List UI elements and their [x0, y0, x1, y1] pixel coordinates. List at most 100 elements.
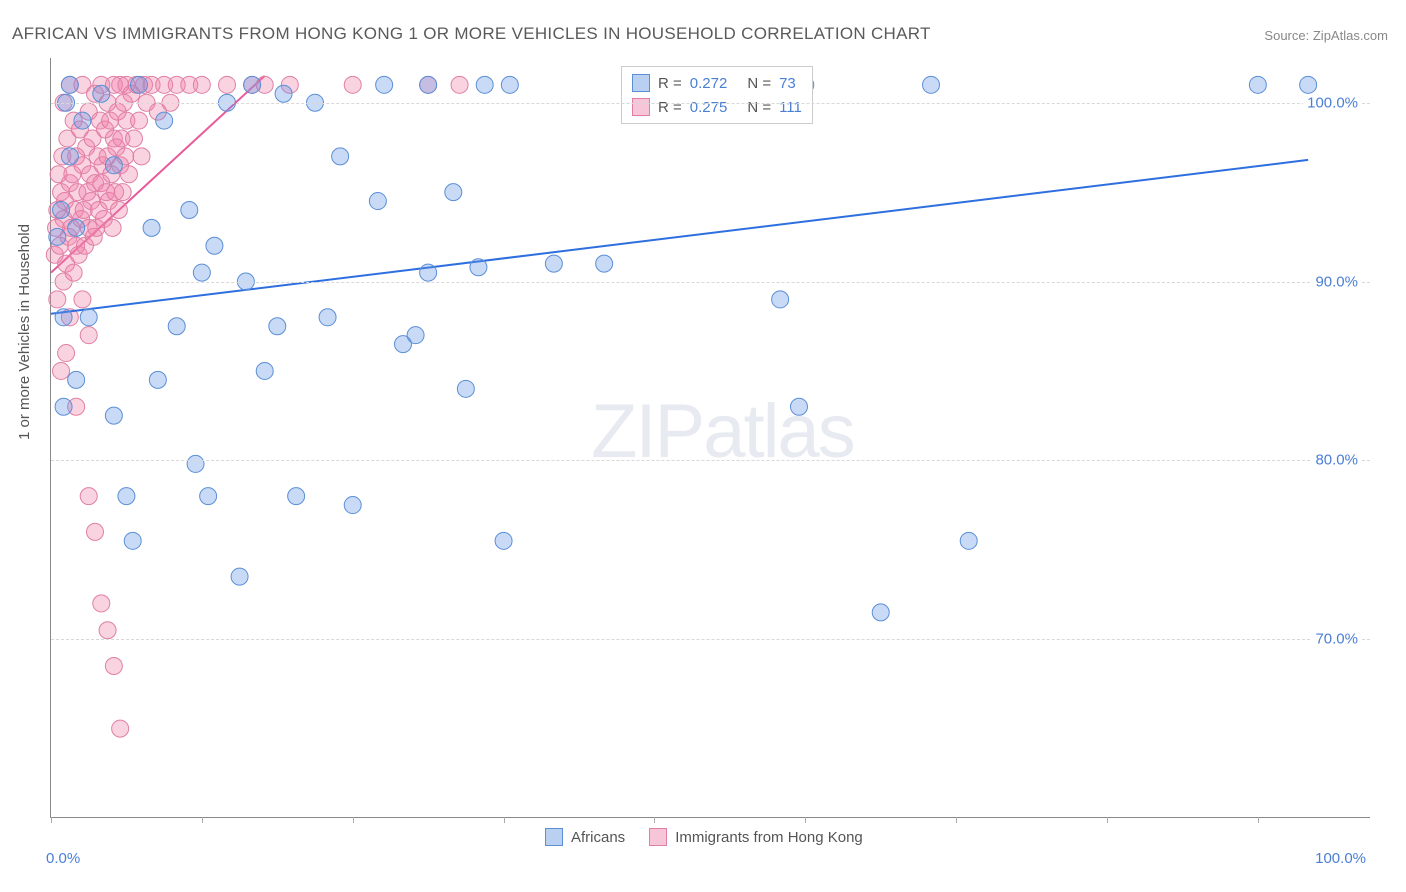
data-point	[545, 255, 562, 272]
data-point	[74, 112, 91, 129]
x-axis-max-label: 100.0%	[1315, 850, 1366, 867]
data-point	[58, 345, 75, 362]
data-point	[288, 488, 305, 505]
data-point	[65, 264, 82, 281]
data-point	[445, 184, 462, 201]
x-tick	[51, 817, 52, 823]
data-point	[55, 309, 72, 326]
data-point	[1300, 76, 1317, 93]
data-point	[80, 488, 97, 505]
data-point	[772, 291, 789, 308]
data-point	[495, 532, 512, 549]
y-tick-label: 100.0%	[1303, 94, 1362, 111]
data-point	[55, 398, 72, 415]
data-point	[112, 720, 129, 737]
data-point	[61, 148, 78, 165]
data-point	[68, 371, 85, 388]
data-point	[49, 291, 66, 308]
data-point	[457, 380, 474, 397]
y-tick-label: 80.0%	[1311, 452, 1362, 469]
data-point	[104, 219, 121, 236]
data-point	[80, 309, 97, 326]
data-point	[124, 532, 141, 549]
data-point	[256, 362, 273, 379]
data-point	[53, 362, 70, 379]
scatter-svg	[51, 58, 1370, 817]
gridline	[51, 639, 1370, 640]
data-point	[105, 157, 122, 174]
data-point	[451, 76, 468, 93]
legend-swatch	[545, 828, 563, 846]
source-attribution: Source: ZipAtlas.com	[1264, 28, 1388, 43]
data-point	[420, 76, 437, 93]
data-point	[1249, 76, 1266, 93]
x-tick	[654, 817, 655, 823]
data-point	[156, 112, 173, 129]
data-point	[149, 371, 166, 388]
data-point	[193, 264, 210, 281]
data-point	[369, 193, 386, 210]
data-point	[376, 76, 393, 93]
data-point	[61, 76, 78, 93]
data-point	[231, 568, 248, 585]
data-point	[80, 327, 97, 344]
data-point	[244, 76, 261, 93]
data-point	[923, 76, 940, 93]
data-point	[168, 318, 185, 335]
data-point	[143, 219, 160, 236]
n-label: N =	[747, 75, 771, 92]
chart-plot-area: ZIPatlas R =0.272N =73R =0.275N =111 70.…	[50, 58, 1370, 818]
y-tick-label: 90.0%	[1311, 273, 1362, 290]
y-axis-title: 1 or more Vehicles in Household	[16, 224, 33, 440]
x-tick	[1107, 817, 1108, 823]
data-point	[219, 76, 236, 93]
data-point	[49, 228, 66, 245]
data-point	[791, 398, 808, 415]
gridline	[51, 103, 1370, 104]
data-point	[93, 85, 110, 102]
legend-item: Immigrants from Hong Kong	[649, 828, 863, 846]
data-point	[125, 130, 142, 147]
data-point	[344, 497, 361, 514]
x-tick	[504, 817, 505, 823]
trend-line	[51, 160, 1308, 314]
x-tick	[956, 817, 957, 823]
n-value: 73	[779, 75, 796, 92]
data-point	[960, 532, 977, 549]
data-point	[200, 488, 217, 505]
data-point	[269, 318, 286, 335]
r-value: 0.272	[690, 75, 728, 92]
data-point	[501, 76, 518, 93]
data-point	[319, 309, 336, 326]
r-label: R =	[658, 75, 682, 92]
legend-swatch	[632, 98, 650, 116]
correlation-legend: R = 0.272 N = 73 R =0.275N =111	[621, 66, 813, 124]
data-point	[114, 184, 131, 201]
x-axis-min-label: 0.0%	[46, 850, 80, 867]
legend-row: R = 0.272 N = 73	[632, 71, 802, 95]
gridline	[51, 282, 1370, 283]
legend-row: R =0.275N =111	[632, 95, 802, 119]
data-point	[53, 202, 70, 219]
data-point	[110, 202, 127, 219]
data-point	[74, 291, 91, 308]
legend-swatch	[649, 828, 667, 846]
data-point	[206, 237, 223, 254]
data-point	[93, 595, 110, 612]
data-point	[344, 76, 361, 93]
data-point	[332, 148, 349, 165]
data-point	[181, 202, 198, 219]
data-point	[187, 455, 204, 472]
n-label: N =	[747, 99, 771, 116]
data-point	[596, 255, 613, 272]
x-tick	[805, 817, 806, 823]
data-point	[120, 166, 137, 183]
data-point	[87, 523, 104, 540]
chart-title: AFRICAN VS IMMIGRANTS FROM HONG KONG 1 O…	[12, 24, 931, 44]
data-point	[470, 259, 487, 276]
data-point	[275, 85, 292, 102]
data-point	[131, 76, 148, 93]
data-point	[131, 112, 148, 129]
data-point	[407, 327, 424, 344]
data-point	[476, 76, 493, 93]
